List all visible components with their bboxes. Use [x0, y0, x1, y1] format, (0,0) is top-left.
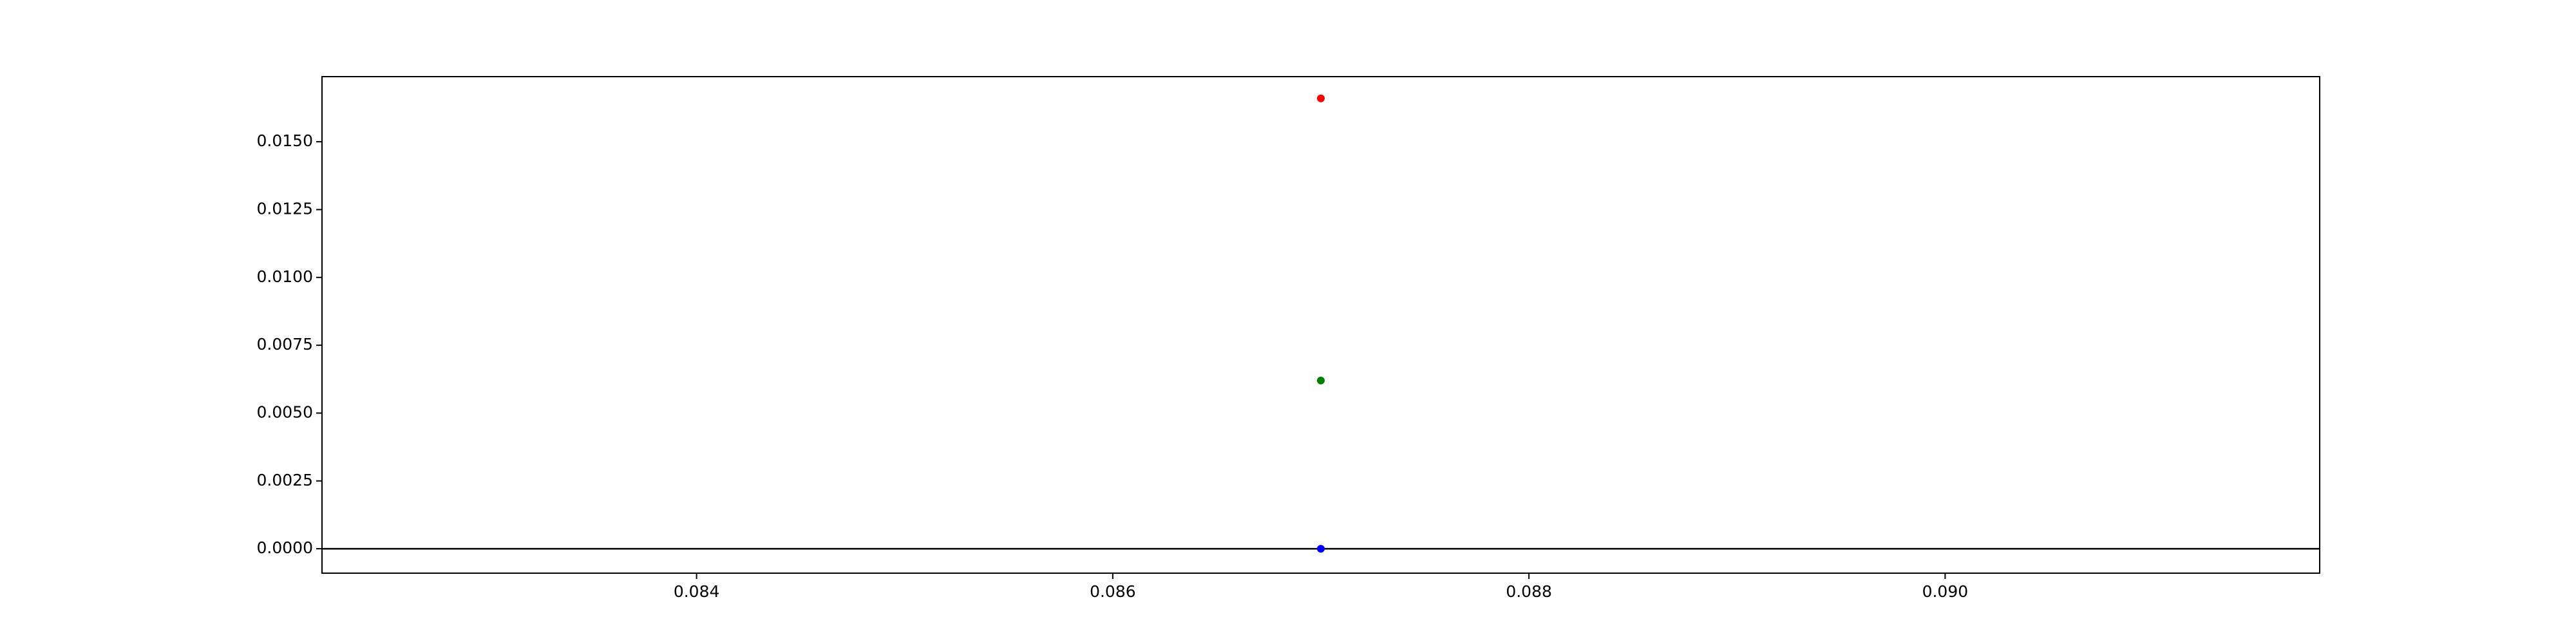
y-tick-label: 0.0150: [257, 131, 313, 150]
plot-area: 0.0000 0.0025 0.0050 0.0075 0.0100 0.0125 0.01…: [257, 76, 2320, 601]
x-tick-label: 0.084: [674, 582, 720, 601]
y-tick-label: 0.0000: [257, 538, 313, 557]
x-tick-label: 0.088: [1506, 582, 1552, 601]
x-tick-label: 0.086: [1090, 582, 1136, 601]
x-tick-label: 0.090: [1922, 582, 1969, 601]
data-point: [1317, 545, 1325, 553]
data-point: [1317, 376, 1325, 384]
y-tick-label: 0.0100: [257, 267, 313, 286]
y-tick-label: 0.0125: [257, 199, 313, 218]
y-tick-label: 0.0075: [257, 335, 313, 354]
data-point: [1317, 94, 1325, 102]
axes-background: [322, 77, 2320, 573]
y-tick-label: 0.0025: [257, 471, 313, 489]
axes-frame: [321, 76, 2320, 574]
y-tick-label: 0.0050: [257, 402, 313, 421]
